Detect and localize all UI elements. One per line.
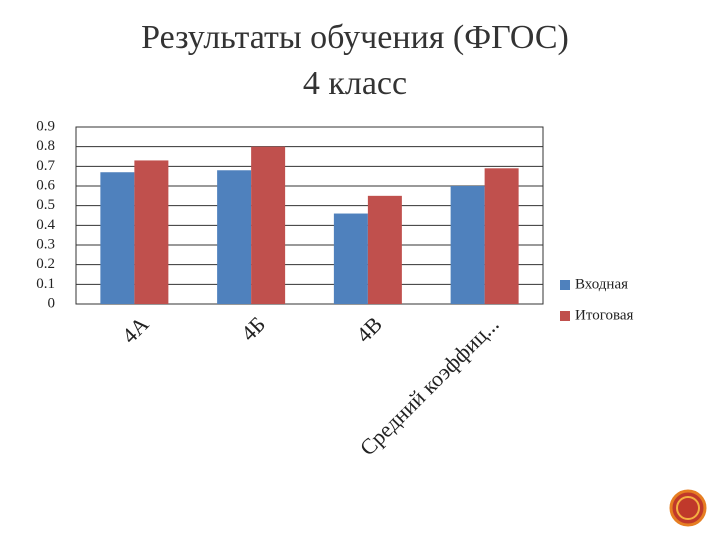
bar xyxy=(134,160,169,304)
bar xyxy=(217,170,252,304)
y-tick-label: 0.9 xyxy=(36,118,55,134)
y-tick-label: 0.7 xyxy=(36,158,55,174)
y-tick-label: 0.5 xyxy=(36,197,55,213)
bar xyxy=(251,146,286,304)
y-tick-label: 0 xyxy=(48,295,56,311)
bar xyxy=(100,172,135,304)
legend-swatch xyxy=(560,311,570,321)
x-tick-label: 4Б xyxy=(236,311,270,345)
slide-icon xyxy=(669,489,707,527)
bar xyxy=(484,168,519,304)
y-tick-label: 0.4 xyxy=(36,217,55,233)
y-tick-label: 0.1 xyxy=(36,276,55,292)
plot-frame xyxy=(75,126,544,305)
bar xyxy=(367,195,402,304)
legend-label: Итоговая xyxy=(575,307,634,323)
legend-label: Входная xyxy=(575,276,628,292)
chart-subtitle: 4 класс xyxy=(303,65,407,102)
bar xyxy=(333,213,368,304)
x-tick-label: 4В xyxy=(351,311,387,347)
y-tick-label: 0.6 xyxy=(36,177,55,193)
y-tick-label: 0.3 xyxy=(36,236,55,252)
chart-title: Результаты обучения (ФГОС) xyxy=(141,19,569,56)
x-tick-label: 4А xyxy=(117,311,154,348)
y-tick-label: 0.8 xyxy=(36,138,55,154)
bar xyxy=(450,186,485,304)
y-tick-label: 0.2 xyxy=(36,256,55,272)
legend-swatch xyxy=(560,280,570,290)
